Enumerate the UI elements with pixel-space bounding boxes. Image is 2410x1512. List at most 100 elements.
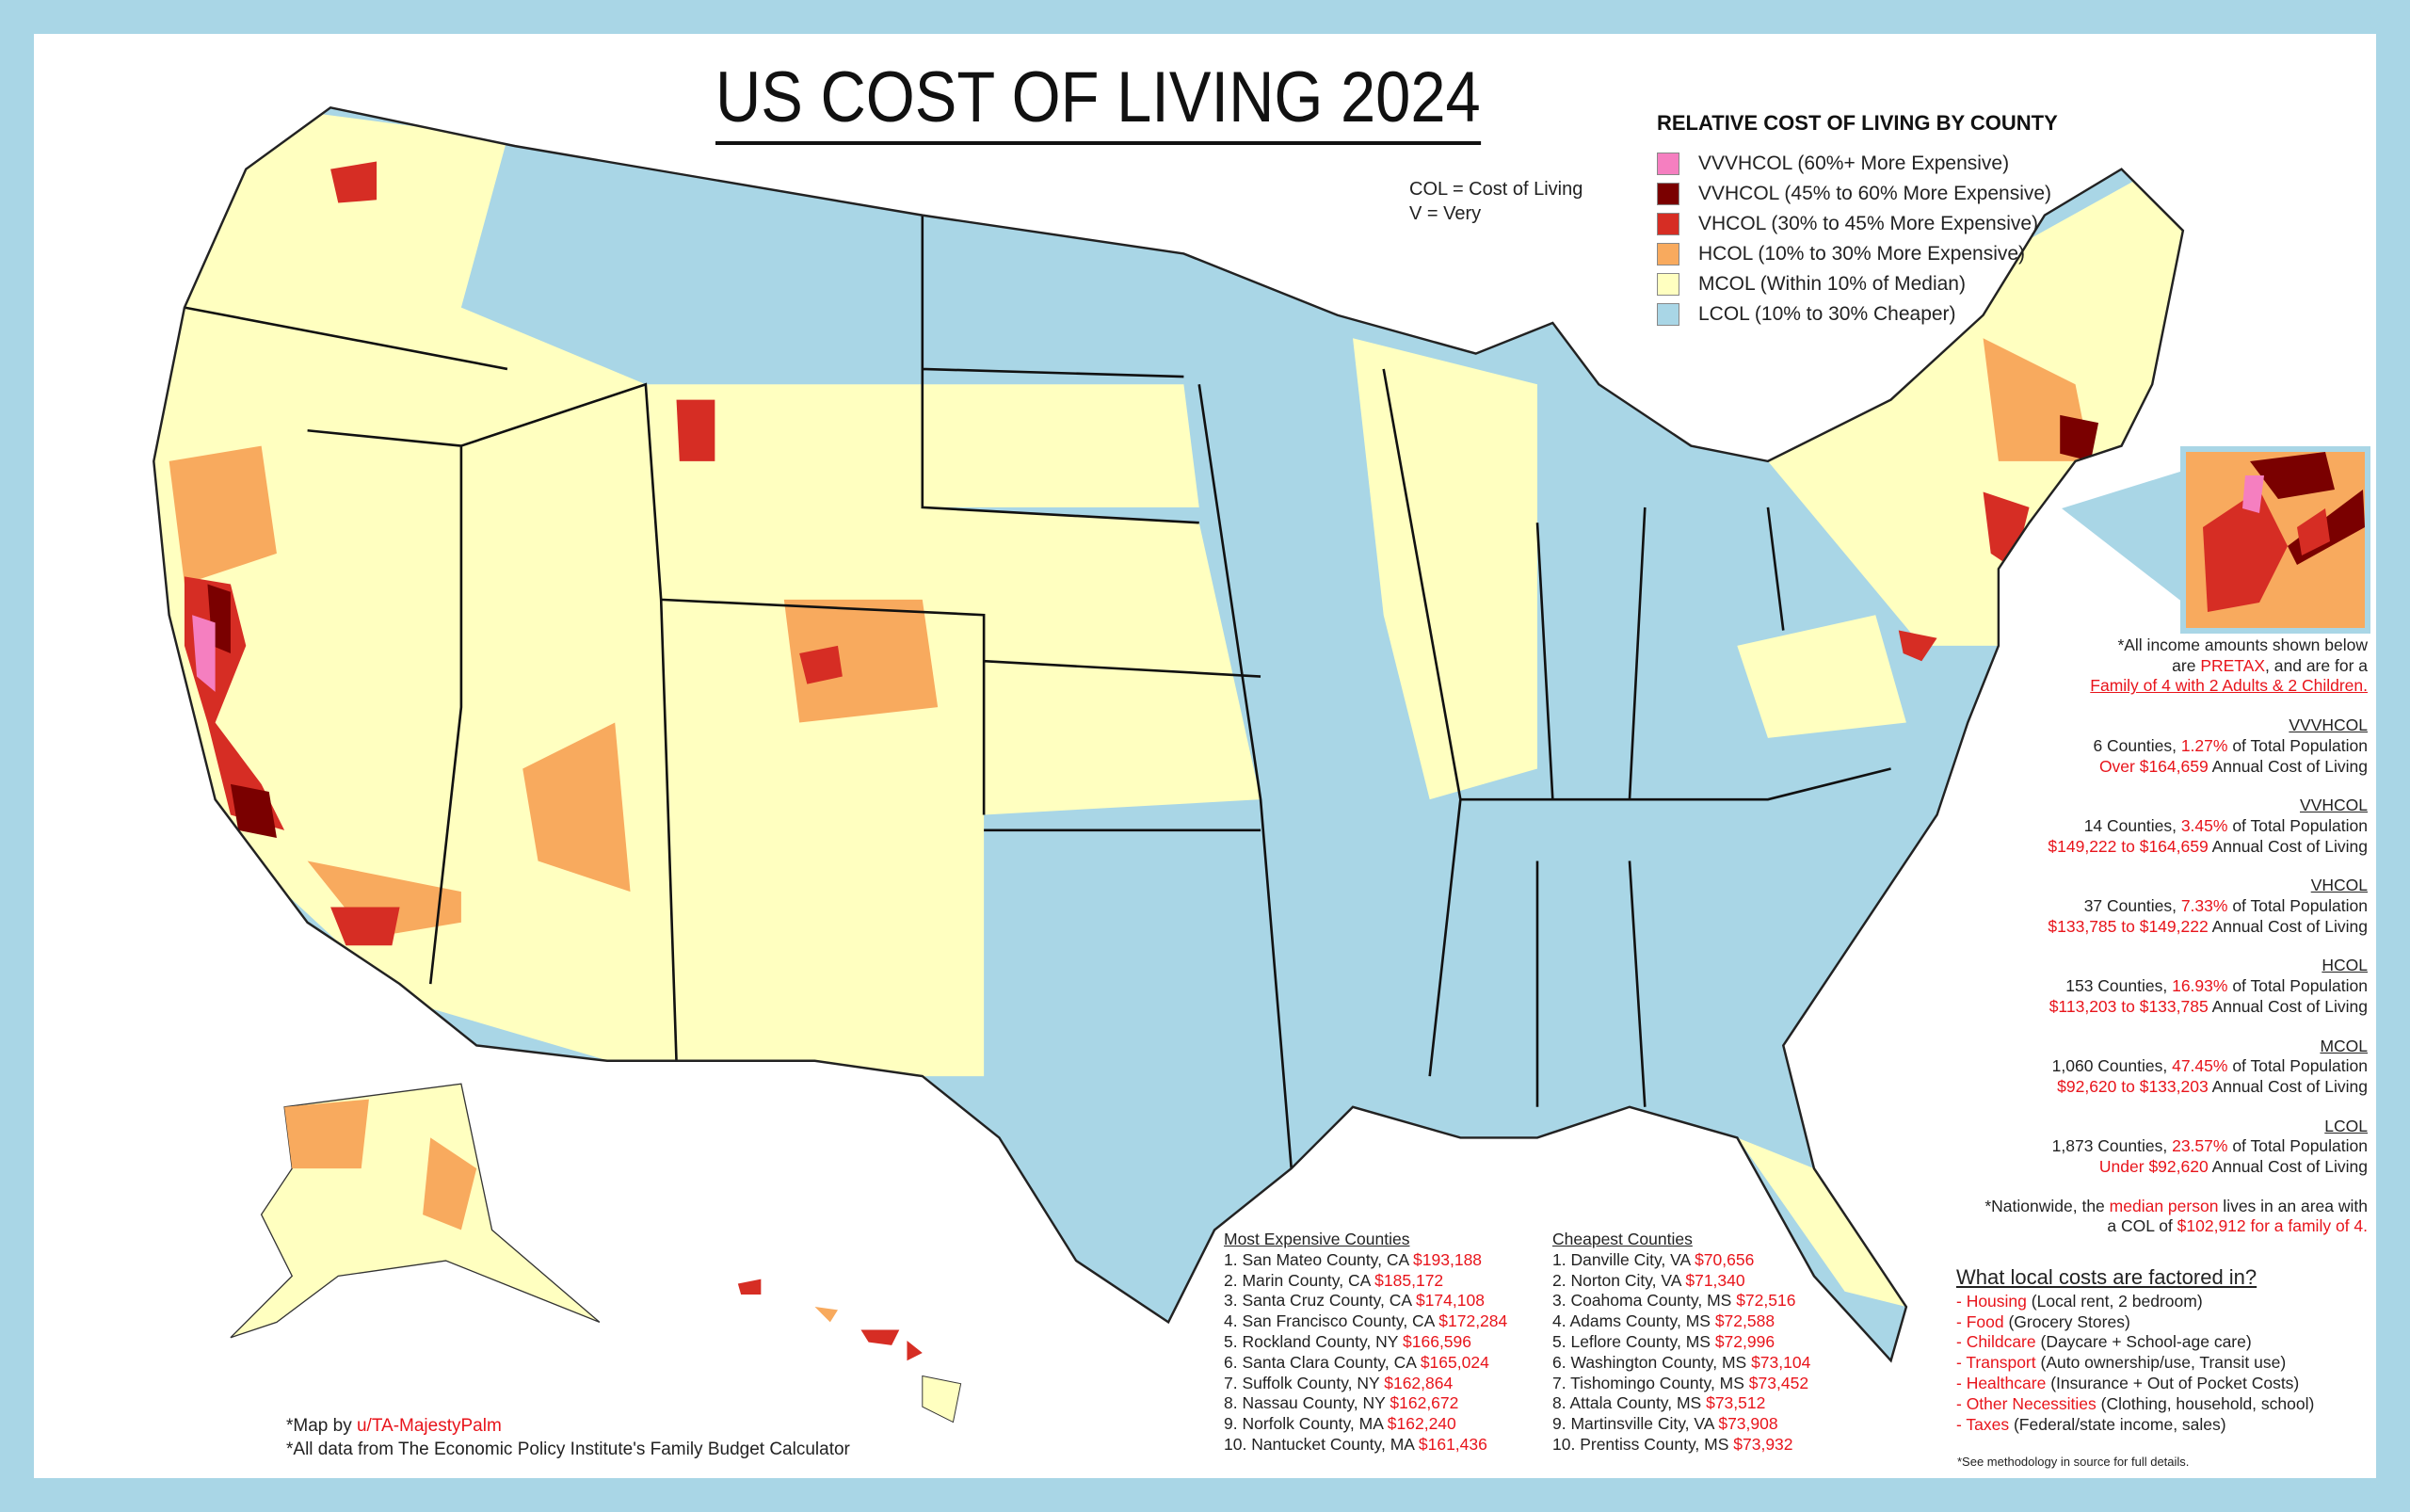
- hawaii: [737, 1279, 962, 1424]
- methodology-note: *See methodology in source for full deta…: [1957, 1455, 2190, 1469]
- text: of Total Population: [2227, 1136, 2368, 1156]
- list-item: 4. San Francisco County, CA $172,284: [1224, 1311, 1507, 1332]
- text: 1,060 Counties,: [2051, 1056, 2173, 1076]
- vvhcol-boston: [2060, 414, 2099, 461]
- legend-label: VHCOL (30% to 45% More Expensive): [1698, 213, 2039, 234]
- hcol-socal: [307, 861, 461, 939]
- county-cost: $73,908: [1718, 1414, 1778, 1434]
- legend-label: LCOL (10% to 30% Cheaper): [1698, 303, 1956, 325]
- list-item: 8. Attala County, MS $73,512: [1552, 1393, 1810, 1414]
- factor-name: - Taxes: [1956, 1414, 2010, 1434]
- tier-pct: 3.45%: [2180, 815, 2228, 835]
- list-item: 2. Marin County, CA $185,172: [1224, 1271, 1507, 1292]
- county-name: 7. Suffolk County, NY: [1224, 1373, 1385, 1392]
- vhcol-san-diego: [330, 907, 400, 946]
- median-note: *Nationwide, the median person lives in …: [1916, 1197, 2368, 1237]
- county-cost: $72,996: [1714, 1331, 1775, 1351]
- tier-name: LCOL: [2324, 1116, 2368, 1135]
- legend-item-vvhcol: VVHCOL (45% to 60% More Expensive): [1657, 179, 2058, 209]
- county-cost: $72,516: [1736, 1291, 1796, 1311]
- text: Annual Cost of Living: [2208, 916, 2368, 936]
- list-item: 10. Prentiss County, MS $73,932: [1552, 1435, 1810, 1456]
- county-cost: $166,596: [1403, 1331, 1472, 1351]
- factor-item: - Transport (Auto ownership/use, Transit…: [1956, 1353, 2314, 1374]
- cost-factors: What local costs are factored in? - Hous…: [1956, 1267, 2314, 1435]
- text: of Total Population: [2227, 976, 2368, 996]
- text: lives in an area with: [2218, 1196, 2368, 1215]
- mcol-wv-region: [1737, 615, 1906, 738]
- tier-range-value: $92,620 to $133,203: [2057, 1076, 2209, 1096]
- tier-population: 153 Counties, 16.93% of Total Population: [1916, 976, 2368, 997]
- county-name: 9. Martinsville City, VA: [1552, 1414, 1719, 1434]
- factor-desc: (Daycare + School-age care): [2035, 1332, 2252, 1352]
- family-note: Family of 4 with 2 Adults & 2 Children.: [2090, 676, 2368, 696]
- text: 37 Counties,: [2083, 896, 2181, 916]
- text: Annual Cost of Living: [2208, 756, 2368, 776]
- county-cost: $161,436: [1418, 1434, 1487, 1454]
- hcol-colorado: [783, 599, 939, 723]
- credits: *Map by u/TA-MajestyPalm *All data from …: [286, 1414, 850, 1461]
- tier-range: Under $92,620 Annual Cost of Living: [1916, 1157, 2368, 1178]
- list-item: 3. Coahoma County, MS $72,516: [1552, 1291, 1810, 1311]
- tier-name: VVVHCOL: [2289, 716, 2368, 735]
- legend-item-vvvhcol: VVVHCOL (60%+ More Expensive): [1657, 149, 2058, 179]
- data-source: *All data from The Economic Policy Insti…: [286, 1440, 850, 1459]
- list-item: 9. Norfolk County, MA $162,240: [1224, 1414, 1507, 1435]
- legend-label: MCOL (Within 10% of Median): [1698, 273, 1966, 295]
- county-cost: $162,864: [1384, 1373, 1454, 1392]
- cheapest-list: Cheapest Counties 1. Danville City, VA $…: [1552, 1230, 1810, 1456]
- tier-range: Over $164,659 Annual Cost of Living: [1916, 757, 2368, 778]
- tier-range-value: Under $92,620: [2098, 1157, 2209, 1177]
- legend-swatch: [1657, 303, 1679, 326]
- list-item: 3. Santa Cruz County, CA $174,108: [1224, 1291, 1507, 1311]
- page-title: US COST OF LIVING 2024: [715, 58, 1481, 145]
- definitions: COL = Cost of Living V = Very: [1409, 177, 1583, 226]
- legend-item-vhcol: VHCOL (30% to 45% More Expensive): [1657, 209, 2058, 239]
- county-name: 5. Leflore County, MS: [1552, 1331, 1715, 1351]
- list-heading: Most Expensive Counties: [1224, 1230, 1410, 1248]
- county-cost: $70,656: [1695, 1249, 1755, 1269]
- county-cost: $73,512: [1706, 1393, 1766, 1413]
- county-name: 4. San Francisco County, CA: [1224, 1311, 1439, 1331]
- county-name: 2. Norton City, VA: [1552, 1270, 1686, 1290]
- factor-name: - Housing: [1956, 1291, 2027, 1311]
- tier-pct: 23.57%: [2172, 1136, 2228, 1156]
- county-cost: $193,188: [1413, 1249, 1483, 1269]
- list-item: 1. Danville City, VA $70,656: [1552, 1250, 1810, 1271]
- tier-block: VHCOL 37 Counties, 7.33% of Total Populat…: [1916, 876, 2368, 937]
- factor-name: - Food: [1956, 1311, 2004, 1331]
- tier-population: 1,873 Counties, 23.57% of Total Populati…: [1916, 1136, 2368, 1157]
- county-name: 8. Attala County, MS: [1552, 1393, 1707, 1413]
- county-cost: $165,024: [1420, 1352, 1489, 1372]
- tier-range: $113,203 to $133,785 Annual Cost of Livi…: [1916, 997, 2368, 1018]
- county-name: 5. Rockland County, NY: [1224, 1331, 1404, 1351]
- list-item: 7. Tishomingo County, MS $73,452: [1552, 1374, 1810, 1394]
- text: 14 Counties,: [2083, 815, 2181, 835]
- author-link[interactable]: u/TA-MajestyPalm: [356, 1416, 502, 1436]
- legend-item-mcol: MCOL (Within 10% of Median): [1657, 269, 2058, 299]
- tier-block: VVVHCOL 6 Counties, 1.27% of Total Popula…: [1916, 716, 2368, 777]
- vhcol-jackson-hole: [676, 399, 715, 461]
- tier-block: MCOL 1,060 Counties, 47.45% of Total Popu…: [1916, 1037, 2368, 1098]
- factor-desc: (Local rent, 2 bedroom): [2026, 1291, 2203, 1311]
- tier-block: LCOL 1,873 Counties, 23.57% of Total Popu…: [1916, 1117, 2368, 1178]
- tier-population: 37 Counties, 7.33% of Total Population: [1916, 896, 2368, 917]
- legend-swatch: [1657, 213, 1679, 235]
- list-item: 7. Suffolk County, NY $162,864: [1224, 1374, 1507, 1394]
- vvhcol-la-area: [230, 783, 277, 838]
- list-item: 4. Adams County, MS $72,588: [1552, 1311, 1810, 1332]
- factor-name: - Other Necessities: [1956, 1393, 2097, 1413]
- vhcol-dc-area: [1898, 630, 1937, 662]
- northeast-inset: [2062, 446, 2370, 634]
- factor-item: - Childcare (Daycare + School-age care): [1956, 1332, 2314, 1353]
- tier-population: 6 Counties, 1.27% of Total Population: [1916, 736, 2368, 757]
- legend-item-hcol: HCOL (10% to 30% More Expensive): [1657, 239, 2058, 269]
- county-cost: $162,240: [1387, 1414, 1456, 1434]
- legend-label: VVVHCOL (60%+ More Expensive): [1698, 153, 2010, 174]
- vvvhcol-san-mateo: [192, 615, 216, 692]
- list-item: 2. Norton City, VA $71,340: [1552, 1271, 1810, 1292]
- text: Annual Cost of Living: [2208, 996, 2368, 1016]
- factor-name: - Transport: [1956, 1353, 2036, 1373]
- county-cost: $72,588: [1714, 1311, 1775, 1331]
- county-name: 1. Danville City, VA: [1552, 1249, 1695, 1269]
